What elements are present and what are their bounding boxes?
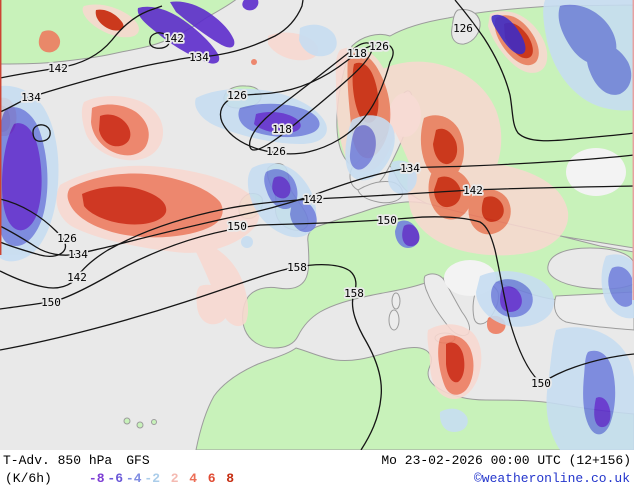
legend-value--2: -2 (144, 471, 160, 486)
contour-142-ring (149, 32, 170, 49)
valid-datetime: Mo 23-02-2026 00:00 UTC (12+156) (381, 453, 631, 468)
contour-label-150: 150 (227, 220, 247, 233)
map-canvas: 1421341421341261181261181261261341421421… (0, 0, 634, 450)
contour-label-142: 142 (303, 193, 323, 206)
color-scale-legend: -8 -6 -4 -2 2 4 6 8 (86, 471, 234, 486)
map-footer: T-Adv. 850 hPa GFS Mo 23-02-2026 00:00 UT… (0, 450, 634, 490)
contour-150-main (0, 216, 634, 384)
land-canary-island (136, 421, 144, 429)
legend-value--4: -4 (125, 471, 142, 486)
contour-label-158: 158 (344, 287, 364, 300)
product-name: T-Adv. 850 hPa (3, 453, 113, 468)
contour-label-134: 134 (21, 91, 41, 104)
contour-label-150: 150 (531, 377, 551, 390)
land-north-africa (195, 347, 634, 450)
model-name: GFS (126, 453, 150, 468)
copyright-link[interactable]: ©weatheronline.co.uk (473, 471, 630, 486)
land-canary-island (123, 417, 131, 425)
land-sardinia (388, 309, 400, 331)
contour-126-ring (219, 43, 394, 155)
contour-label-126: 126 (57, 232, 77, 245)
contour-label-134: 134 (189, 51, 209, 64)
legend-value-2: 2 (170, 471, 179, 486)
contour-label-126: 126 (227, 89, 247, 102)
legend-value-4: 4 (189, 471, 197, 486)
contour-label-150: 150 (377, 214, 397, 227)
contour-label-134: 134 (68, 248, 88, 261)
contour-label-142: 142 (164, 32, 184, 45)
contour-134-nw (0, 0, 304, 113)
contour-label-126: 126 (266, 145, 286, 158)
contour-label-118: 118 (347, 47, 367, 60)
contour-label-142: 142 (48, 62, 68, 75)
land-corsica (391, 292, 401, 310)
legend-value-8: 8 (226, 471, 234, 486)
neutral-patch-russia (566, 148, 626, 196)
contour-158-main (0, 264, 383, 450)
contour-label-134: 134 (400, 162, 420, 175)
legend-value-6: 6 (207, 471, 216, 486)
cold-advection-areas (0, 0, 634, 450)
contour-label-142: 142 (67, 271, 87, 284)
contour-label-158: 158 (287, 261, 307, 274)
contour-126-east (454, 0, 634, 142)
contour-label-126: 126 (369, 40, 389, 53)
legend-value--8: -8 (88, 471, 105, 486)
unit-label: (K/6h) (5, 471, 52, 486)
contour-label-150: 150 (41, 296, 61, 309)
contour-label-118: 118 (272, 123, 292, 136)
contour-142-main (0, 185, 634, 289)
contour-126-west-ring (0, 198, 67, 257)
contour-small-ring-atlantic (32, 124, 51, 142)
contour-label-142: 142 (463, 184, 483, 197)
contour-label-126: 126 (453, 22, 473, 35)
contour-142-nw (0, 5, 163, 79)
land-canary-island (151, 419, 157, 425)
sea-white-sea (451, 9, 481, 45)
legend-value--6: -6 (107, 471, 123, 486)
contour-label-layer: 1421341421341261181261181261261341421421… (19, 20, 552, 392)
product-title: T-Adv. 850 hPa GFS (3, 453, 150, 468)
weather-map: 142 134 142 134 126 118 126 118 126 126 134 142 142 1… (0, 0, 634, 450)
geopotential-contours (0, 0, 634, 450)
